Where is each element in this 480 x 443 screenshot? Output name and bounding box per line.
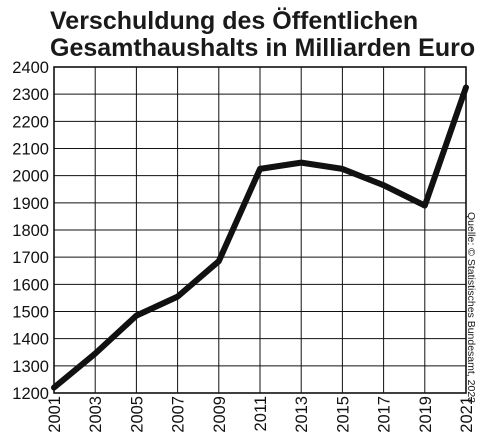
y-tick-label: 1500 — [12, 304, 49, 322]
x-tick-label: 2003 — [87, 396, 105, 433]
x-tick-label: 2015 — [334, 396, 352, 433]
source-credit: Quelle: © Statistisches Bundesamt, 2023 — [465, 212, 477, 403]
y-tick-label: 2000 — [12, 168, 49, 186]
data-point — [175, 294, 181, 300]
data-point — [133, 313, 139, 319]
y-tick-label: 1400 — [12, 331, 49, 349]
y-tick-label: 1800 — [12, 222, 49, 240]
y-tick-label: 1900 — [12, 195, 49, 213]
y-tick-label: 1600 — [12, 276, 49, 294]
y-tick-label: 1700 — [12, 249, 49, 267]
x-tick-label: 2019 — [417, 396, 435, 433]
x-tick-label: 2013 — [293, 396, 311, 433]
plot-frame — [53, 66, 467, 394]
y-axis-ticks: 1200 1300 1400 1500 1600 1700 1800 1900 2000 2100… — [12, 59, 49, 403]
data-point — [381, 182, 387, 188]
x-tick-label: 2009 — [211, 396, 229, 433]
data-point — [257, 166, 263, 172]
x-axis-ticks: 2001 2003 2005 2007 2009 2011 2013 2015 2017 2019… — [46, 396, 476, 433]
y-tick-label: 1300 — [12, 358, 49, 376]
grid — [54, 67, 466, 393]
x-tick-label: 2017 — [376, 396, 394, 433]
x-tick-label: 2001 — [46, 396, 64, 433]
data-point — [339, 166, 345, 172]
data-point — [422, 203, 428, 209]
data-point — [298, 160, 304, 166]
chart-title-line-2: Gesamthaushalts in Milliarden Euro — [50, 34, 475, 62]
data-point — [92, 351, 98, 357]
x-tick-label: 2011 — [252, 396, 270, 431]
y-tick-label: 2200 — [12, 113, 49, 131]
y-tick-label: 2100 — [12, 141, 49, 159]
chart-title-line-1: Verschuldung des Öffentlichen — [50, 6, 418, 35]
y-tick-label: 2400 — [12, 59, 49, 77]
x-tick-label: 2007 — [170, 396, 188, 433]
y-tick-label: 2300 — [12, 86, 49, 104]
data-point — [216, 258, 222, 264]
x-tick-label: 2005 — [128, 396, 146, 433]
x-tick-label: 2021 — [458, 396, 476, 433]
y-tick-label: 1200 — [12, 385, 49, 403]
